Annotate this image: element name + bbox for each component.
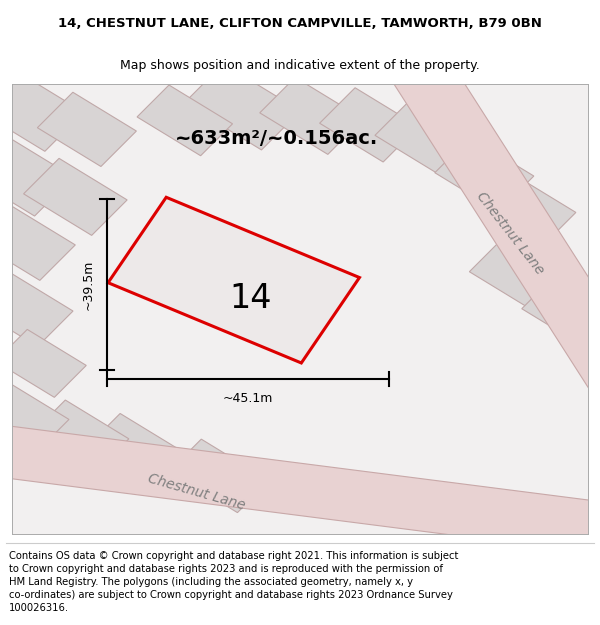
Text: Map shows position and indicative extent of the property.: Map shows position and indicative extent… <box>120 59 480 72</box>
Text: ~633m²/~0.156ac.: ~633m²/~0.156ac. <box>175 129 379 148</box>
Text: Chestnut Lane: Chestnut Lane <box>146 471 247 512</box>
Polygon shape <box>522 277 600 342</box>
Text: ~39.5m: ~39.5m <box>82 259 95 310</box>
Text: Chestnut Lane: Chestnut Lane <box>474 189 547 277</box>
Polygon shape <box>0 62 84 151</box>
Text: 14: 14 <box>230 282 272 314</box>
Polygon shape <box>0 383 69 451</box>
Polygon shape <box>184 64 301 150</box>
Polygon shape <box>435 138 534 211</box>
Polygon shape <box>137 85 233 156</box>
Polygon shape <box>0 423 600 556</box>
Text: Contains OS data © Crown copyright and database right 2021. This information is : Contains OS data © Crown copyright and d… <box>9 551 458 561</box>
Text: to Crown copyright and database rights 2023 and is reproduced with the permissio: to Crown copyright and database rights 2… <box>9 564 443 574</box>
Polygon shape <box>108 198 359 363</box>
Polygon shape <box>375 100 478 177</box>
Polygon shape <box>0 132 74 216</box>
Text: co-ordinates) are subject to Crown copyright and database rights 2023 Ordnance S: co-ordinates) are subject to Crown copyr… <box>9 590 453 600</box>
Polygon shape <box>387 51 600 388</box>
Polygon shape <box>34 400 129 471</box>
Polygon shape <box>0 203 75 281</box>
Polygon shape <box>320 88 419 162</box>
Text: HM Land Registry. The polygons (including the associated geometry, namely x, y: HM Land Registry. The polygons (includin… <box>9 577 413 587</box>
Text: 14, CHESTNUT LANE, CLIFTON CAMPVILLE, TAMWORTH, B79 0BN: 14, CHESTNUT LANE, CLIFTON CAMPVILLE, TA… <box>58 17 542 30</box>
Polygon shape <box>0 272 73 346</box>
Polygon shape <box>485 176 576 244</box>
Polygon shape <box>23 158 127 236</box>
Polygon shape <box>37 92 136 166</box>
Polygon shape <box>85 414 193 493</box>
Text: ~45.1m: ~45.1m <box>223 391 274 404</box>
Text: 100026316.: 100026316. <box>9 603 69 613</box>
Polygon shape <box>469 236 568 311</box>
Polygon shape <box>0 329 86 398</box>
Polygon shape <box>260 78 363 154</box>
Polygon shape <box>169 439 269 512</box>
